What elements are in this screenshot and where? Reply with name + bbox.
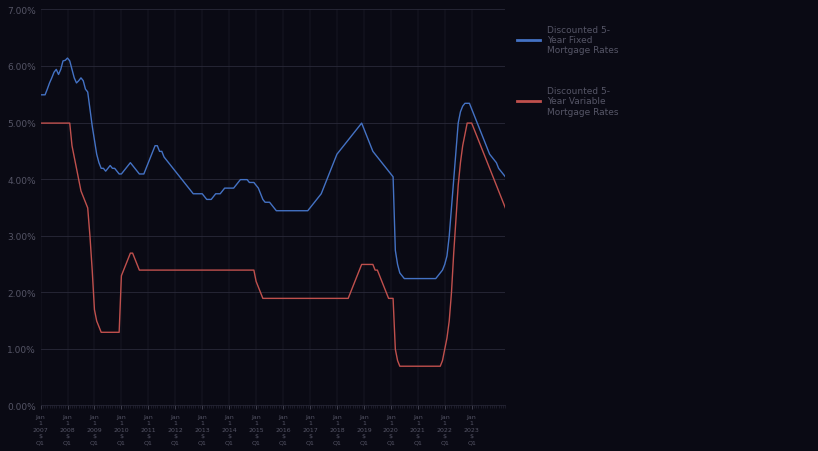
Legend: Discounted 5-
Year Fixed
Mortgage Rates, Discounted 5-
Year Variable
Mortgage Ra: Discounted 5- Year Fixed Mortgage Rates,… xyxy=(515,23,621,119)
